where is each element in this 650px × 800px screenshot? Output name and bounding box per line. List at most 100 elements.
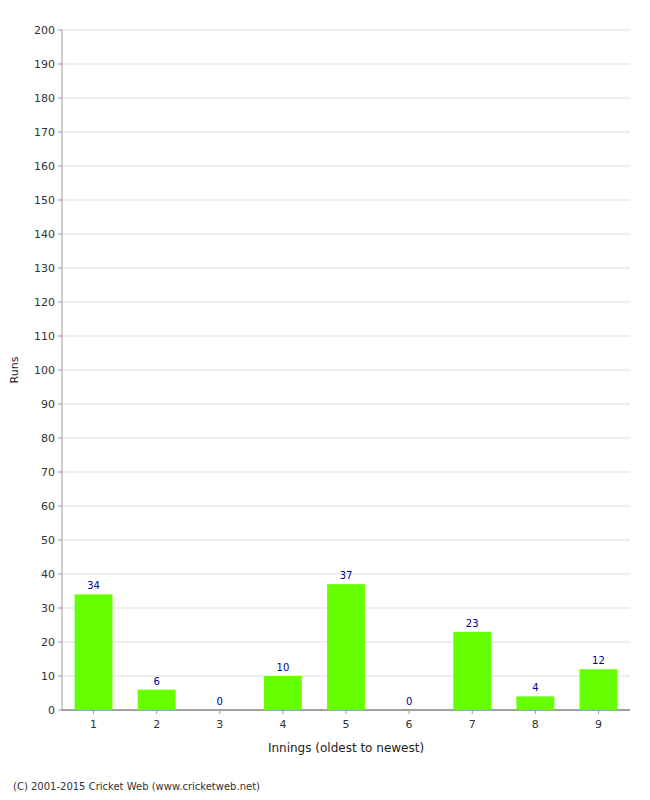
x-tick xyxy=(535,710,536,714)
y-tick xyxy=(58,642,62,643)
x-tick-label: 3 xyxy=(216,718,223,731)
footer: (C) 2001-2015 Cricket Web (www.cricketwe… xyxy=(13,781,260,792)
bars xyxy=(75,584,618,710)
grid-line xyxy=(62,234,630,235)
data-labels: 34601037023412 xyxy=(87,570,605,707)
bar xyxy=(453,632,491,710)
grid-line xyxy=(62,370,630,371)
x-tick-label: 5 xyxy=(343,718,350,731)
bar xyxy=(75,594,113,710)
y-tick-label: 90 xyxy=(41,398,55,411)
y-tick xyxy=(58,200,62,201)
x-tick xyxy=(282,710,283,714)
y-tick-label: 70 xyxy=(41,466,55,479)
y-tick xyxy=(58,30,62,31)
y-tick-label: 140 xyxy=(34,228,55,241)
grid-line xyxy=(62,30,630,31)
x-axis-title: Innings (oldest to newest) xyxy=(268,741,424,755)
x-tick-label: 7 xyxy=(469,718,476,731)
data-label: 12 xyxy=(592,655,605,666)
x-tick xyxy=(409,710,410,714)
y-tick xyxy=(58,268,62,269)
bar xyxy=(580,669,618,710)
y-tick-label: 190 xyxy=(34,58,55,71)
y-tick-label: 150 xyxy=(34,194,55,207)
y-tick xyxy=(58,98,62,99)
data-label: 10 xyxy=(277,662,290,673)
x-tick xyxy=(346,710,347,714)
x-tick xyxy=(598,710,599,714)
y-tick xyxy=(58,64,62,65)
y-tick xyxy=(58,710,62,711)
y-tick-label: 160 xyxy=(34,160,55,173)
bar xyxy=(138,690,176,710)
bar xyxy=(327,584,365,710)
x-tick-label: 6 xyxy=(406,718,413,731)
y-tick-label: 50 xyxy=(41,534,55,547)
y-tick-label: 130 xyxy=(34,262,55,275)
x-tick-label: 8 xyxy=(532,718,539,731)
grid-line xyxy=(62,64,630,65)
grid-line xyxy=(62,506,630,507)
y-tick-label: 40 xyxy=(41,568,55,581)
y-tick xyxy=(58,472,62,473)
y-tick xyxy=(58,336,62,337)
data-label: 37 xyxy=(340,570,353,581)
grid-line xyxy=(62,438,630,439)
y-axis-line xyxy=(62,30,63,710)
y-tick xyxy=(58,676,62,677)
y-tick xyxy=(58,574,62,575)
x-tick xyxy=(219,710,220,714)
y-tick xyxy=(58,370,62,371)
y-tick xyxy=(58,302,62,303)
grid-line xyxy=(62,200,630,201)
grid-line xyxy=(62,336,630,337)
y-tick xyxy=(58,404,62,405)
grid-line xyxy=(62,404,630,405)
y-tick-label: 30 xyxy=(41,602,55,615)
y-tick xyxy=(58,540,62,541)
y-tick-label: 170 xyxy=(34,126,55,139)
y-tick xyxy=(58,506,62,507)
bar xyxy=(201,710,239,711)
chart-svg: 0102030405060708090100110120130140150160… xyxy=(0,0,650,800)
x-tick-label: 4 xyxy=(279,718,286,731)
x-tick-label: 9 xyxy=(595,718,602,731)
x-tick xyxy=(156,710,157,714)
x-tick xyxy=(472,710,473,714)
data-label: 23 xyxy=(466,618,479,629)
y-tick-label: 20 xyxy=(41,636,55,649)
y-tick-label: 10 xyxy=(41,670,55,683)
data-label: 0 xyxy=(217,696,223,707)
grid-line xyxy=(62,132,630,133)
y-tick-label: 110 xyxy=(34,330,55,343)
bar xyxy=(516,696,554,710)
y-axis-title: Runs xyxy=(8,356,21,383)
y-tick-label: 200 xyxy=(34,24,55,37)
grid-line xyxy=(62,98,630,99)
x-tick-label: 2 xyxy=(153,718,160,731)
chart-container: 0102030405060708090100110120130140150160… xyxy=(0,0,650,800)
bar xyxy=(390,710,428,711)
y-tick xyxy=(58,438,62,439)
y-tick-label: 0 xyxy=(48,704,55,717)
y-tick xyxy=(58,234,62,235)
y-tick xyxy=(58,166,62,167)
y-tick-label: 120 xyxy=(34,296,55,309)
data-label: 6 xyxy=(153,676,159,687)
x-tick xyxy=(93,710,94,714)
axes: 0102030405060708090100110120130140150160… xyxy=(34,24,630,732)
bar xyxy=(264,676,302,710)
data-label: 0 xyxy=(406,696,412,707)
x-tick-label: 1 xyxy=(90,718,97,731)
y-tick-label: 180 xyxy=(34,92,55,105)
grid-line xyxy=(62,268,630,269)
grid-line xyxy=(62,472,630,473)
grid xyxy=(62,30,630,710)
y-tick xyxy=(58,132,62,133)
y-tick-label: 60 xyxy=(41,500,55,513)
y-tick xyxy=(58,608,62,609)
y-tick-label: 100 xyxy=(34,364,55,377)
grid-line xyxy=(62,166,630,167)
grid-line xyxy=(62,302,630,303)
